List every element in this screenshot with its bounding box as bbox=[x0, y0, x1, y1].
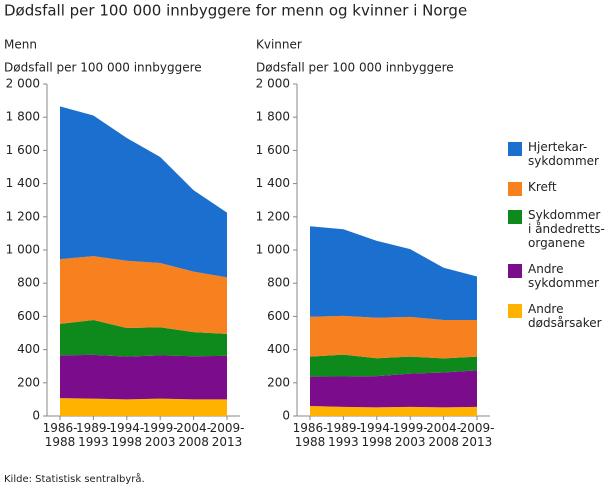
legend-swatch bbox=[508, 210, 522, 224]
panel-title: Menn bbox=[4, 38, 37, 52]
area bbox=[310, 315, 477, 359]
area bbox=[310, 354, 477, 377]
y-tick-label: 1 400 bbox=[256, 176, 290, 190]
legend-item: Sykdommer i åndedretts-organene bbox=[508, 208, 608, 250]
x-tick-label: 1994-1998 bbox=[359, 421, 394, 449]
y-tick-label: 800 bbox=[17, 276, 40, 290]
area bbox=[60, 256, 227, 334]
area bbox=[310, 226, 477, 321]
area bbox=[60, 320, 227, 357]
y-tick-label: 800 bbox=[267, 276, 290, 290]
legend-label: Hjertekar-sykdommer bbox=[528, 140, 599, 168]
x-tick-label: 2004-2008 bbox=[176, 421, 211, 449]
legend-label: Andre sykdommer bbox=[528, 262, 599, 290]
y-tick-label: 600 bbox=[17, 309, 40, 323]
x-tick-label: 2004-2008 bbox=[426, 421, 461, 449]
area bbox=[60, 398, 227, 416]
y-tick-label: 200 bbox=[17, 375, 40, 389]
y-tick-label: 0 bbox=[282, 409, 290, 423]
y-tick-label: 1 000 bbox=[6, 243, 40, 257]
legend-swatch bbox=[508, 264, 522, 278]
area bbox=[310, 370, 477, 408]
x-tick-label: 2009-2013 bbox=[460, 421, 495, 449]
legend: Andre dødsårsaker Andre sykdommer Sykdomme… bbox=[508, 140, 608, 330]
legend-item: Kreft bbox=[508, 180, 608, 196]
area bbox=[60, 106, 227, 278]
legend-item: Hjertekar-sykdommer bbox=[508, 140, 608, 168]
legend-swatch bbox=[508, 304, 522, 318]
y-axis-title: Dødsfall per 100 000 innbyggere bbox=[256, 61, 454, 75]
chart-title: Dødsfall per 100 000 innbyggere for menn… bbox=[4, 2, 467, 20]
y-tick-label: 1 000 bbox=[256, 243, 290, 257]
y-tick-label: 1 600 bbox=[6, 143, 40, 157]
y-tick-label: 400 bbox=[17, 342, 40, 356]
y-tick-label: 600 bbox=[267, 309, 290, 323]
legend-label: Sykdommer i åndedretts-organene bbox=[528, 208, 605, 250]
area bbox=[60, 354, 227, 400]
x-tick-label: 1994-1998 bbox=[109, 421, 144, 449]
legend-item: Andre sykdommer bbox=[508, 262, 608, 290]
source: Kilde: Statistisk sentralbyrå. bbox=[4, 472, 145, 485]
x-tick-label: 1999-2003 bbox=[143, 421, 178, 449]
x-tick-label: 1986-1988 bbox=[43, 421, 78, 449]
x-tick-label: 1989-1993 bbox=[326, 421, 361, 449]
x-tick-label: 1999-2003 bbox=[393, 421, 428, 449]
legend-label: Andre dødsårsaker bbox=[528, 302, 602, 330]
y-tick-label: 2 000 bbox=[256, 77, 290, 91]
y-tick-label: 1 800 bbox=[6, 110, 40, 124]
legend-swatch bbox=[508, 182, 522, 196]
y-tick-label: 0 bbox=[32, 409, 40, 423]
y-tick-label: 400 bbox=[267, 342, 290, 356]
legend-item: Andre dødsårsaker bbox=[508, 302, 608, 330]
x-tick-label: 2009-2013 bbox=[210, 421, 245, 449]
x-tick-label: 1986-1988 bbox=[293, 421, 328, 449]
y-tick-label: 1 800 bbox=[256, 110, 290, 124]
y-tick-label: 1 600 bbox=[256, 143, 290, 157]
y-tick-label: 1 400 bbox=[6, 176, 40, 190]
y-tick-label: 1 200 bbox=[256, 209, 290, 223]
legend-swatch bbox=[508, 142, 522, 156]
y-axis-title: Dødsfall per 100 000 innbyggere bbox=[4, 61, 202, 75]
legend-label: Kreft bbox=[528, 180, 557, 194]
panel-title: Kvinner bbox=[256, 38, 302, 52]
y-tick-label: 1 200 bbox=[6, 209, 40, 223]
x-tick-label: 1989-1993 bbox=[76, 421, 111, 449]
area bbox=[310, 406, 477, 416]
y-tick-label: 2 000 bbox=[6, 77, 40, 91]
y-tick-label: 200 bbox=[267, 375, 290, 389]
